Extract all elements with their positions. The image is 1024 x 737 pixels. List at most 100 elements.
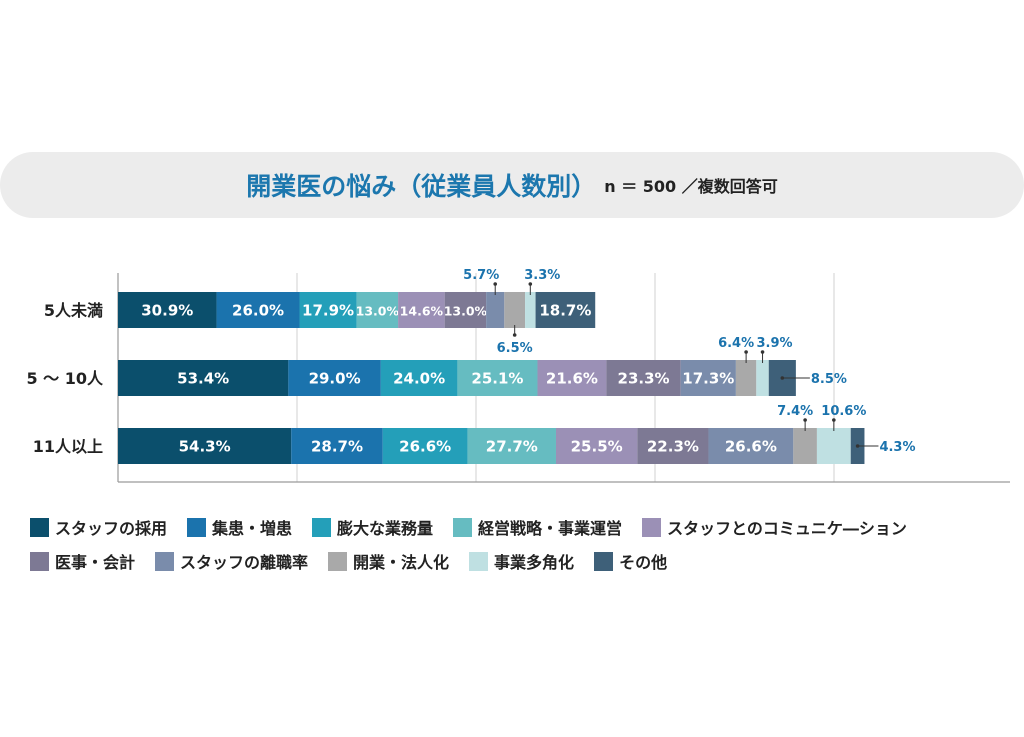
legend-label: 膨大な業務量 — [337, 519, 434, 538]
data-label: 30.9% — [141, 302, 193, 320]
category-label: 5人未満 — [44, 301, 103, 320]
bar-segment — [457, 360, 538, 396]
legend-swatch — [594, 551, 614, 571]
data-label: 25.1% — [471, 370, 523, 388]
bar-segment — [680, 360, 736, 396]
legend-item: スタッフの離職率 — [155, 549, 308, 573]
data-label: 10.6% — [821, 404, 866, 419]
legend-item: スタッフの採用 — [30, 515, 167, 539]
data-label: 3.9% — [757, 336, 793, 351]
bar-segment — [382, 428, 468, 464]
legend-item: スタッフとのコミュニケ―ション — [642, 515, 907, 539]
data-label: 24.0% — [393, 370, 445, 388]
bar-segment — [118, 428, 292, 464]
bar-segment — [299, 292, 357, 328]
legend-item: 事業多角化 — [469, 549, 574, 573]
legend-item: 経営戦略・事業運営 — [453, 515, 622, 539]
legend-item: 医事・会計 — [30, 549, 135, 573]
legend-label: 集患・増患 — [212, 519, 293, 538]
callout-dot — [760, 350, 765, 354]
callout-dot — [512, 333, 517, 337]
data-label: 21.6% — [546, 370, 598, 388]
legend-label: その他 — [619, 553, 668, 572]
data-label: 29.0% — [309, 370, 361, 388]
legend-row: 医事・会計 スタッフの離職率 開業・法人化 事業多角化 その他 — [30, 544, 1020, 578]
legend-swatch — [312, 517, 332, 537]
bar-segment — [486, 292, 505, 328]
callout-dot — [744, 350, 748, 354]
callout-dot — [528, 282, 533, 286]
bar-segment — [118, 360, 289, 396]
bar-segment — [637, 428, 709, 464]
callout-dot — [803, 418, 807, 422]
legend-swatch — [187, 517, 207, 537]
legend-label: スタッフの採用 — [55, 519, 168, 538]
bar-segment — [380, 360, 458, 396]
legend-swatch — [453, 517, 473, 537]
legend-item: 集患・増患 — [187, 515, 292, 539]
bar-segment — [816, 428, 851, 464]
legend-swatch — [642, 517, 662, 537]
legend-label: 事業多角化 — [494, 553, 575, 572]
data-label: 22.3% — [647, 438, 699, 456]
category-label: 5 ～ 10人 — [26, 369, 104, 388]
bar-segment — [555, 428, 638, 464]
data-label: 8.5% — [811, 372, 847, 387]
data-label: 3.3% — [524, 268, 560, 283]
chart-title: 開業医の悩み（従業員人数別） — [246, 172, 597, 201]
bar-segment — [356, 292, 399, 328]
legend-swatch — [30, 551, 49, 571]
data-label: 26.6% — [725, 438, 777, 456]
legend-label: スタッフとのコミュニケ―ション — [667, 519, 907, 538]
data-label: 23.3% — [618, 370, 670, 388]
legend-label: 経営戦略・事業運営 — [478, 519, 623, 538]
legend-label: 開業・法人化 — [353, 553, 450, 572]
bar-segment — [756, 360, 769, 396]
bar-segment — [444, 292, 487, 328]
category-label: 11人以上 — [33, 437, 103, 456]
legend-label: 医事・会計 — [55, 553, 136, 572]
data-label: 13.0% — [444, 304, 488, 319]
bar-segment — [467, 428, 556, 464]
legend-swatch — [469, 551, 489, 571]
title-row: 開業医の悩み（従業員人数別） n ＝ 500 ／複数回答可 — [0, 152, 1024, 218]
chart-legend: スタッフの採用 集患・増患 膨大な業務量 経営戦略・事業運営 スタッフとのコミュニケ―シ… — [30, 510, 1020, 578]
data-label: 26.0% — [232, 302, 284, 320]
bar-segment — [525, 292, 536, 328]
callout-dot — [855, 444, 860, 448]
data-label: 17.3% — [682, 370, 734, 388]
data-label: 25.5% — [571, 438, 623, 456]
data-label: 54.3% — [179, 438, 231, 456]
bar-segment — [793, 428, 817, 464]
legend-item: 膨大な業務量 — [312, 515, 433, 539]
data-label: 6.5% — [497, 341, 533, 356]
legend-item: その他 — [594, 549, 667, 573]
bar-segment — [398, 292, 445, 328]
bar-segment — [288, 360, 381, 396]
bar-segment — [708, 428, 794, 464]
legend-item: 開業・法人化 — [328, 549, 449, 573]
data-label: 13.0% — [356, 304, 400, 319]
legend-swatch — [30, 517, 49, 537]
data-label: 14.6% — [400, 304, 444, 319]
bar-segment — [537, 360, 607, 396]
bar-segment — [606, 360, 681, 396]
callout-dot — [832, 418, 836, 422]
bar-segment — [504, 292, 526, 328]
bar-segment — [735, 360, 757, 396]
title-bar — [0, 152, 1024, 218]
data-label: 6.4% — [718, 336, 754, 351]
data-label: 27.7% — [486, 438, 538, 456]
data-label: 5.7% — [463, 268, 499, 283]
data-label: 18.7% — [539, 302, 591, 320]
legend-swatch — [328, 551, 348, 571]
bar-segment — [216, 292, 300, 328]
bar-segment — [535, 292, 596, 328]
callout-dot — [780, 376, 785, 380]
legend-label: スタッフの離職率 — [180, 553, 309, 572]
bar-segment — [291, 428, 383, 464]
callout-dot — [493, 282, 498, 286]
legend-row: スタッフの採用 集患・増患 膨大な業務量 経営戦略・事業運営 スタッフとのコミュニケ―シ… — [30, 510, 1020, 544]
bar-segment — [118, 292, 217, 328]
